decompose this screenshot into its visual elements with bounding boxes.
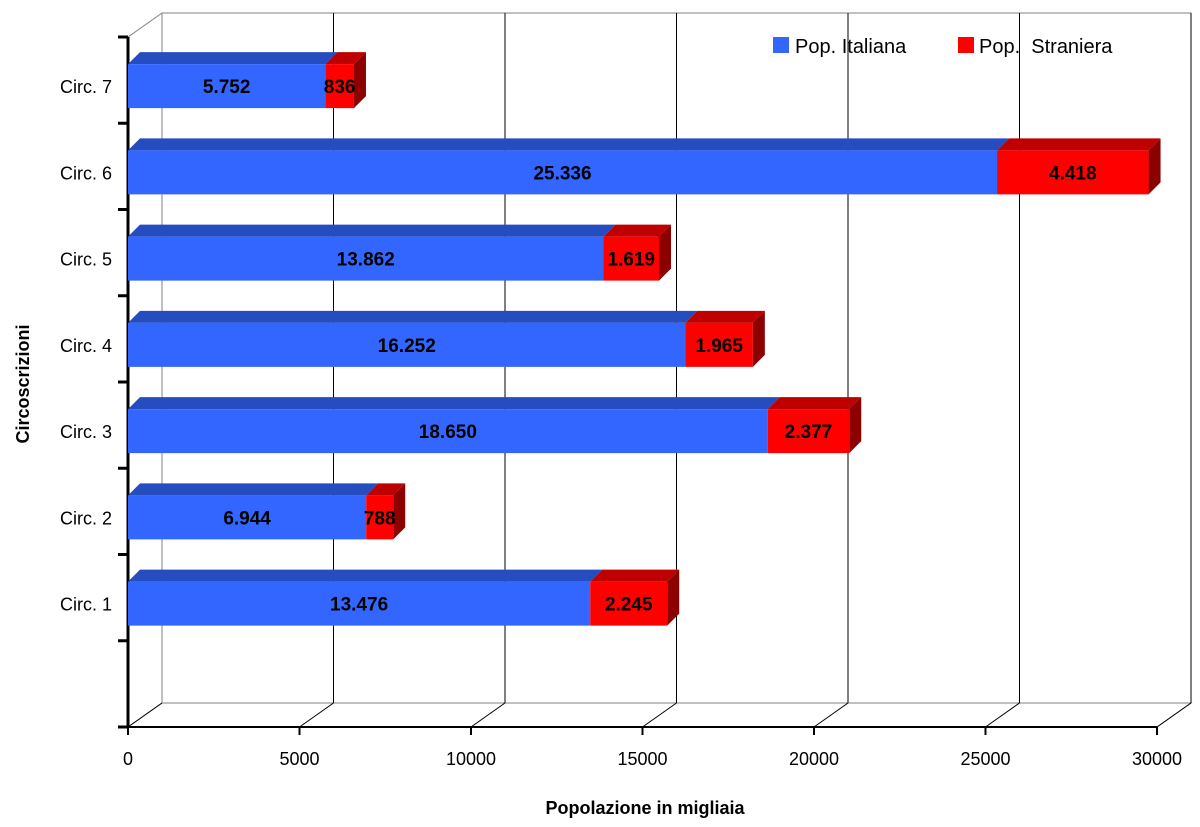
bar-straniera (603, 236, 659, 281)
data-label-italiana: 13.862 (337, 250, 395, 271)
x-axis-title: Popolazione in migliaia (545, 798, 745, 818)
data-label-straniera: 836 (324, 77, 356, 98)
bar-top-italiana (128, 483, 379, 496)
floor-gridline (813, 702, 849, 728)
bar-straniera (590, 581, 668, 626)
tick-labels: 0 5000 10000 15000 20000 25000 30000 Circ. 1 Cir… (60, 77, 1182, 769)
bar-top-straniera (685, 310, 765, 323)
floor-gridline (985, 702, 1020, 728)
legend-label-italiana: Pop. Italiana (795, 36, 907, 58)
bar-top-italiana (128, 138, 1010, 151)
y-tick-label: Circ. 5 (60, 250, 112, 270)
bar-top-italiana (128, 52, 338, 65)
floor-gridline (470, 702, 506, 728)
floor-gridline (299, 702, 334, 728)
x-tick-label: 0 (123, 749, 133, 769)
bar-straniera (366, 495, 394, 540)
y-tick-label: Circ. 4 (60, 336, 112, 356)
bar-side (752, 310, 765, 367)
data-label-straniera: 1.965 (695, 336, 743, 357)
bar-italiana (128, 322, 686, 367)
bar-top-italiana (128, 397, 780, 410)
bar-side (353, 52, 366, 109)
bar-straniera (685, 322, 753, 367)
data-label-straniera: 2.245 (605, 595, 653, 616)
bar-italiana (128, 581, 591, 626)
bar-top-straniera (366, 483, 406, 496)
bar-top-straniera (997, 138, 1161, 151)
bar-top-straniera (325, 52, 366, 65)
y-axis-title: Circoscrizioni (13, 324, 33, 443)
bar-top-italiana (128, 310, 698, 323)
x-tick-label: 5000 (279, 749, 319, 769)
bar-top-italiana (128, 569, 603, 582)
legend-swatch-italiana (773, 37, 789, 53)
x-tick-label: 20000 (789, 749, 839, 769)
bar-straniera (767, 409, 850, 454)
data-label-italiana: 5.752 (203, 77, 251, 98)
data-label-italiana: 16.252 (378, 336, 436, 357)
x-tick-label: 30000 (1132, 749, 1182, 769)
bar-top-italiana (128, 224, 616, 237)
bar-side (667, 569, 680, 626)
floor-gridline (1156, 702, 1192, 728)
legend: Pop. Italiana Pop. Straniera (773, 36, 1113, 58)
data-label-straniera: 788 (364, 508, 396, 529)
bar-straniera (325, 64, 354, 109)
y-tick-label: Circ. 1 (60, 595, 112, 615)
data-label-italiana: 18.650 (419, 422, 477, 443)
bar-side (849, 397, 862, 454)
side-wall-edge (127, 12, 163, 38)
bar-side (393, 483, 406, 540)
bar-straniera (997, 150, 1149, 195)
y-tick-label: Circ. 3 (60, 422, 112, 442)
bar-italiana (128, 409, 768, 454)
floor-gridline (127, 702, 163, 728)
data-label-straniera: 2.377 (785, 422, 833, 443)
bar-italiana (128, 150, 998, 195)
data-label-straniera: 4.418 (1049, 163, 1097, 184)
bar-italiana (128, 495, 367, 540)
bar-side (1148, 138, 1161, 195)
legend-label-straniera: Pop. Straniera (979, 36, 1113, 58)
x-tick-label: 25000 (960, 749, 1010, 769)
data-label-italiana: 25.336 (533, 163, 591, 184)
bar-top-straniera (767, 397, 862, 410)
bar-top-straniera (590, 569, 680, 582)
floor-gridline (642, 702, 677, 728)
bar-top-straniera (603, 224, 671, 237)
y-tick-label: Circ. 6 (60, 163, 112, 183)
bar-italiana (128, 236, 604, 281)
bar-side (658, 224, 671, 281)
x-tick-label: 10000 (446, 749, 496, 769)
data-label-italiana: 6.944 (223, 508, 271, 529)
data-label-italiana: 13.476 (330, 595, 388, 616)
legend-swatch-straniera (958, 37, 974, 53)
y-tick-label: Circ. 7 (60, 77, 112, 97)
bars (128, 52, 1161, 626)
x-tick-label: 15000 (617, 749, 667, 769)
bar-italiana (128, 64, 326, 109)
y-tick-label: Circ. 2 (60, 508, 112, 528)
data-labels: 13.476 2.245 6.944 788 18.650 2.377 16.252 1.96… (203, 77, 1097, 616)
data-label-straniera: 1.619 (607, 250, 655, 271)
